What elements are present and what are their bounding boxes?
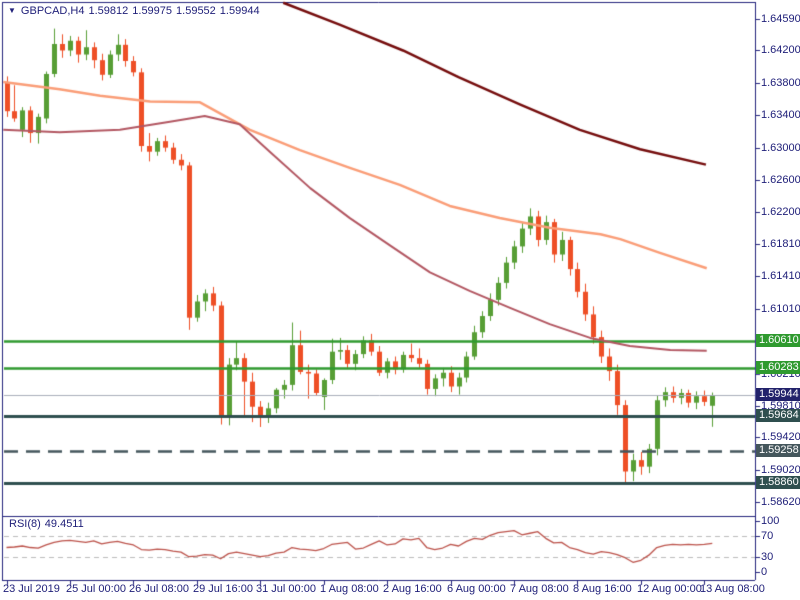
price-tick-label: 1.58620 [761,496,800,508]
time-tick-label: 6 Aug 00:00 [447,583,506,595]
time-tick-label: 13 Aug 08:00 [700,583,765,595]
time-tick-label: 26 Jul 08:00 [129,583,189,595]
price-tick-label: 1.64200 [761,44,800,56]
time-tick-label: 29 Jul 16:00 [193,583,253,595]
time-tick-label: 1 Aug 08:00 [320,583,379,595]
time-tick-label: 12 Aug 00:00 [637,583,702,595]
price-tick-label: 1.61810 [761,238,800,250]
rsi-tick-label: 100 [761,515,780,527]
dropdown-arrow-icon: ▼ [8,6,16,15]
price-badge: 1.59944 [756,388,800,401]
time-tick-label: 2 Aug 16:00 [383,583,442,595]
price-tick-label: 1.59420 [761,431,800,443]
rsi-tick-label: 70 [761,530,774,542]
chart-title: ▼ GBPCAD,H4 1.59812 1.59975 1.59552 1.59944 [8,5,264,17]
ohlc-open: 1.59812 [88,5,129,17]
price-badge: 1.59258 [756,444,800,457]
price-tick-label: 1.64590 [761,13,800,25]
price-badge: 1.58860 [756,476,800,489]
rsi-name: RSI(8) [9,518,41,530]
price-tick-label: 1.63000 [761,142,800,154]
time-tick-label: 8 Aug 16:00 [573,583,632,595]
price-tick-label: 1.61410 [761,270,800,282]
price-tick-label: 1.63800 [761,77,800,89]
price-tick-label: 1.59020 [761,464,800,476]
price-badge: 1.60283 [756,361,800,374]
symbol-timeframe-label: GBPCAD,H4 [20,5,85,17]
ohlc-high: 1.59975 [132,5,173,17]
price-tick-label: 1.61010 [761,303,800,315]
rsi-value: 49.4511 [44,518,84,530]
rsi-tick-label: 30 [761,551,774,563]
ohlc-close: 1.59944 [219,5,260,17]
time-tick-label: 23 Jul 2019 [3,583,60,595]
price-tick-label: 1.62600 [761,174,800,186]
price-badge: 1.60610 [756,334,800,347]
price-tick-label: 1.62200 [761,206,800,218]
time-tick-label: 7 Aug 08:00 [510,583,569,595]
time-tick-label: 25 Jul 00:00 [66,583,126,595]
ohlc-low: 1.59552 [176,5,216,17]
rsi-tick-label: 0 [761,566,768,578]
price-badge: 1.59684 [756,409,800,422]
rsi-indicator-label: RSI(8) 49.4511 [9,518,88,530]
time-tick-label: 31 Jul 00:00 [256,583,316,595]
price-tick-label: 1.63400 [761,109,800,121]
